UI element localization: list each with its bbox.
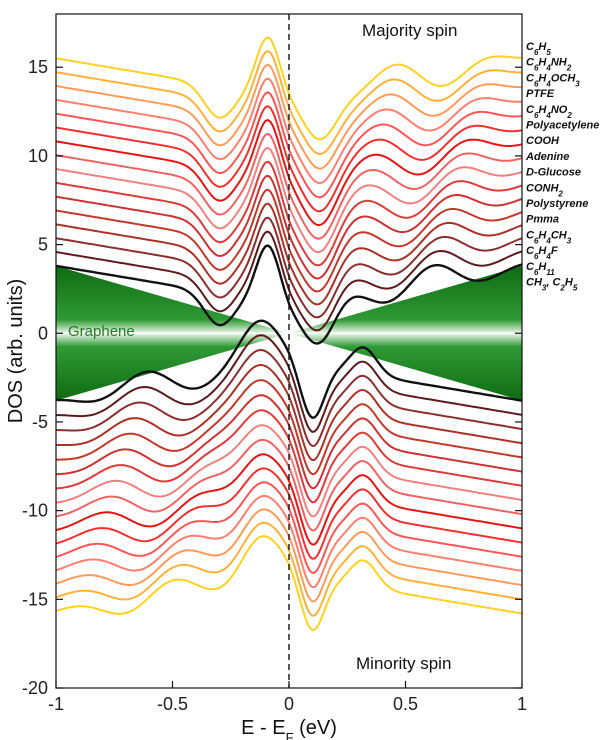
graphene-dos [56, 265, 522, 401]
legend-entry: Polystyrene [526, 198, 588, 210]
series-line-minority [55, 495, 523, 589]
series-line-majority [55, 160, 523, 267]
axis-ticks: -1 -0.5 0 0.5 1 15 10 5 0 -5 -10 -15 -20 [22, 57, 527, 714]
legend-entry: Polyacetylene [526, 120, 599, 132]
y-tick-label: 15 [28, 57, 48, 77]
x-axis-title-sub: F [286, 730, 294, 740]
legend-entry: PTFE [526, 88, 555, 100]
legend-entry: C6H4F [526, 245, 558, 261]
series-line-minority [55, 379, 523, 476]
legend-entry: C6H4OCH3 [526, 72, 580, 88]
legend-entry: C6H4NO2 [526, 104, 572, 120]
y-tick-label: -10 [22, 501, 48, 521]
series-line-majority [55, 63, 522, 170]
series-line-minority [55, 453, 523, 546]
graphene-label: Graphene [68, 323, 135, 340]
x-tick-label: -0.5 [157, 694, 188, 714]
legend-entry: C6H11 [526, 261, 555, 277]
x-axis-title-main: E - E [241, 717, 285, 739]
y-tick-label: -15 [22, 589, 48, 609]
minority-spin-label: Minority spin [356, 654, 451, 673]
legend-entry: C6H5 [526, 41, 551, 57]
legend-entry: Adenine [525, 151, 569, 163]
y-tick-label: -20 [22, 678, 48, 698]
y-tick-label: 0 [38, 323, 48, 343]
series-line-minority [55, 319, 523, 419]
y-tick-label: 10 [28, 146, 48, 166]
x-tick-label: 0.5 [393, 694, 418, 714]
series-line-majority [55, 244, 523, 345]
majority-spin-label: Majority spin [362, 21, 457, 40]
series-line-majority [55, 105, 523, 213]
series-line-majority [55, 132, 523, 240]
x-axis-title: E - EF (eV) [241, 717, 337, 740]
y-axis-title: DOS (arb. units) [5, 279, 27, 423]
legend-entry: CONH2 [526, 182, 563, 198]
y-tick-label: -5 [32, 412, 48, 432]
legend-entry: CH3, C2H5 [526, 277, 578, 293]
series-line-minority [55, 521, 523, 617]
legend-entry: COOH [526, 135, 560, 147]
legend-entry: Pmma [526, 214, 559, 226]
x-tick-label: 0 [284, 694, 294, 714]
x-tick-label: -1 [48, 694, 64, 714]
legend-entry: C6H4NH2 [526, 57, 572, 73]
legend-entry: D-Glucose [526, 167, 581, 179]
series-line-majority [55, 202, 523, 306]
x-axis-title-unit: (eV) [294, 717, 337, 739]
x-tick-label: 1 [517, 694, 527, 714]
y-tick-label: 5 [38, 235, 48, 255]
series-line-minority [55, 348, 523, 448]
series-line-minority [55, 424, 523, 518]
legend-entry: C6H4CH3 [526, 229, 572, 245]
series-line-majority [55, 36, 523, 141]
